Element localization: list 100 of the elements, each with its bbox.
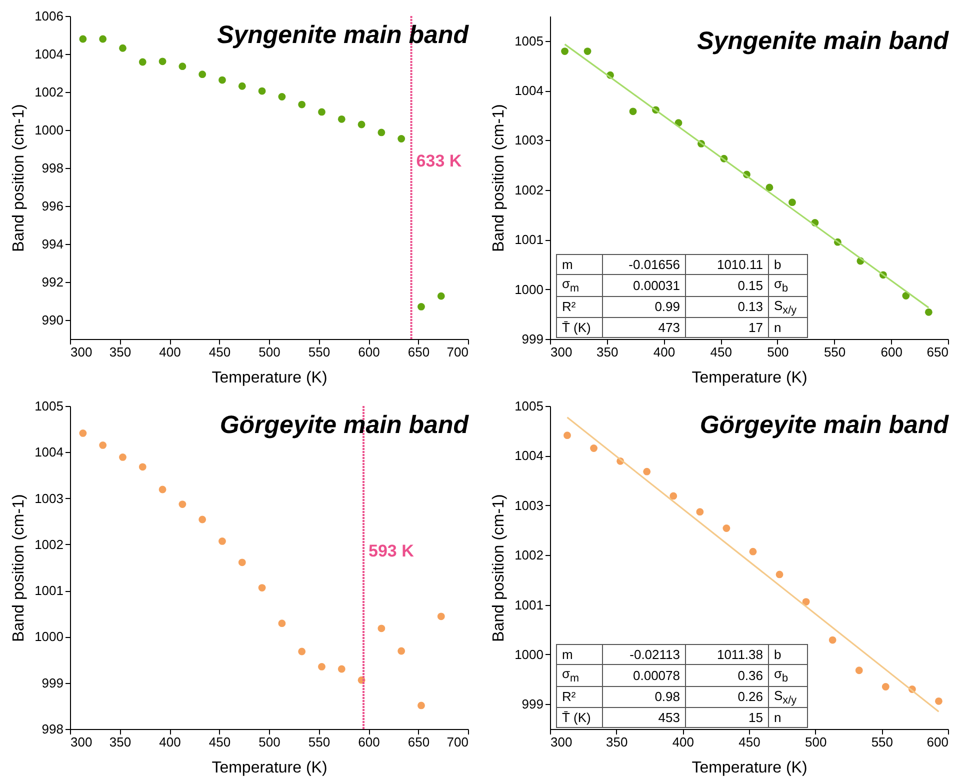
annotation: n	[768, 318, 808, 338]
x-tick-label: 400	[159, 734, 181, 750]
x-tick-label: 450	[738, 734, 760, 750]
annotation: σ$_{b}$	[768, 274, 808, 296]
chart-title: Görgeyite main band	[220, 411, 470, 439]
x-tick-label: 500	[258, 734, 280, 750]
annotation: b	[768, 644, 808, 664]
annotation: n	[768, 708, 808, 728]
x-tick-label: 600	[880, 344, 902, 360]
y-tick-label: 1002	[34, 84, 64, 100]
annotation: σ$_{m}$	[556, 274, 602, 296]
y-tick-label: 994	[42, 236, 64, 252]
y-tick-label: 1004	[34, 46, 64, 62]
y-tick-label: 992	[42, 274, 64, 290]
x-tick-label: 350	[596, 344, 618, 360]
x-tick-label: 600	[926, 734, 948, 750]
annotation: S$_{x/y}$	[768, 686, 808, 708]
x-tick-label: 300	[550, 344, 572, 360]
y-tick-label: 1006	[34, 8, 64, 24]
annotation: 0.26	[686, 686, 768, 708]
x-axis-title: Temperature (K)	[212, 370, 328, 386]
y-axis-title: Band position (cm-1)	[10, 104, 28, 252]
annotation: -0.01656	[602, 254, 686, 274]
y-tick-label: 1000	[514, 646, 544, 662]
x-tick-label: 450	[710, 344, 732, 360]
x-tick-label: 600	[358, 344, 380, 360]
y-axis-title: Band position (cm-1)	[490, 494, 508, 642]
x-tick-label: 400	[672, 734, 694, 750]
chart-title: Syngenite main band	[697, 27, 950, 55]
y-tick-label: 1002	[34, 536, 64, 552]
x-tick-label: 550	[871, 734, 894, 750]
annotation: R²	[556, 296, 602, 318]
y-tick-label: 999	[42, 675, 64, 690]
annotation: T̄ (K)	[556, 708, 602, 728]
y-tick-label: 998	[42, 722, 64, 736]
annotation: 0.00031	[602, 274, 686, 296]
y-tick-label: 1003	[514, 132, 544, 148]
annotation: b	[768, 254, 808, 274]
y-tick-label: 1005	[34, 398, 64, 414]
x-tick-label: 500	[258, 344, 280, 360]
annotation: 1011.38	[686, 644, 768, 664]
x-tick-label: 350	[109, 344, 132, 360]
y-tick-label: 999	[522, 332, 544, 346]
annotation: 0.15	[686, 274, 768, 296]
annotation: 0.36	[686, 664, 768, 686]
annotation: 15	[686, 708, 768, 728]
y-tick-label: 990	[42, 312, 64, 328]
y-tick-label: 998	[42, 160, 64, 176]
y-tick-label: 1002	[514, 548, 544, 563]
y-tick-label: 1004	[514, 83, 544, 98]
x-tick-label: 550	[308, 734, 330, 750]
y-tick-label: 1004	[34, 444, 64, 460]
x-tick-label: 650	[926, 344, 948, 360]
annotation: T̄ (K)	[556, 318, 602, 338]
y-tick-label: 1005	[514, 33, 544, 48]
annotation: -0.02113	[602, 644, 686, 664]
y-axis-title: Band position (cm-1)	[490, 104, 508, 252]
x-tick-label: 550	[824, 344, 846, 360]
x-tick-label: 500	[804, 734, 827, 750]
y-tick-label: 1003	[34, 490, 64, 506]
ref-line-label: 593 K	[368, 541, 415, 560]
x-tick-label: 350	[109, 734, 132, 750]
x-tick-label: 650	[408, 734, 430, 750]
x-axis-title: Temperature (K)	[692, 370, 808, 386]
y-tick-label: 1000	[34, 629, 64, 644]
y-axis-title: Band position (cm-1)	[10, 494, 28, 642]
x-tick-label: 700	[446, 344, 468, 360]
x-tick-label: 500	[767, 344, 789, 360]
annotation: 0.98	[602, 686, 686, 708]
y-tick-label: 1000	[514, 282, 544, 297]
annotation: 473	[602, 318, 686, 338]
ref-line-label: 633 K	[416, 151, 462, 170]
y-tick-label: 1004	[514, 448, 544, 464]
annotation: S$_{x/y}$	[768, 296, 808, 318]
x-tick-label: 350	[606, 734, 628, 750]
x-tick-label: 550	[308, 344, 330, 360]
annotation: R²	[556, 686, 602, 708]
y-tick-label: 1000	[34, 122, 64, 138]
chart-title: Görgeyite main band	[700, 411, 950, 439]
x-tick-label: 400	[653, 344, 676, 360]
y-tick-label: 1001	[514, 232, 544, 248]
x-axis-title: Temperature (K)	[692, 760, 808, 776]
x-tick-label: 450	[208, 734, 231, 750]
x-tick-label: 300	[550, 734, 572, 750]
annotation: 17	[686, 318, 768, 338]
x-tick-label: 300	[70, 734, 92, 750]
annotation: m	[556, 254, 602, 274]
x-tick-label: 700	[446, 734, 468, 750]
x-tick-label: 650	[408, 344, 430, 360]
annotation: m	[556, 644, 602, 664]
annotation: 453	[602, 708, 686, 728]
annotation: σ$_{m}$	[556, 664, 602, 686]
chart-title: Syngenite main band	[217, 21, 470, 49]
annotation: σ$_{b}$	[768, 664, 808, 686]
y-tick-label: 1001	[34, 583, 64, 598]
y-tick-label: 1002	[514, 182, 544, 198]
y-tick-label: 996	[42, 198, 64, 214]
annotation: 0.13	[686, 296, 768, 318]
x-axis-title: Temperature (K)	[212, 760, 328, 776]
annotation: 1010.11	[686, 254, 768, 274]
